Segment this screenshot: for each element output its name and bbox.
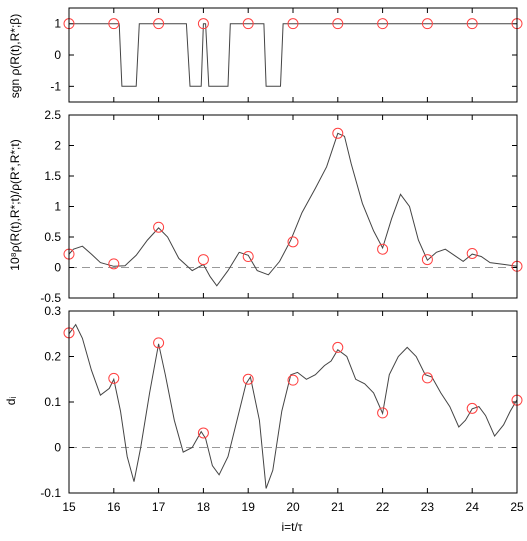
data-point <box>287 236 299 248</box>
series-line <box>68 323 518 489</box>
data-point <box>421 254 433 266</box>
data-point <box>197 427 209 439</box>
ylabel-sign: sgn ρ(R(t),R*;β) <box>8 14 22 98</box>
data-point <box>421 372 433 384</box>
data-point <box>242 373 254 385</box>
plot-frame <box>68 310 518 494</box>
data-point <box>466 402 478 414</box>
y-tick-label: 2 <box>54 139 61 153</box>
y-tick-label: -0.1 <box>40 486 61 500</box>
x-tick-label: 16 <box>107 500 121 514</box>
x-tick-label: 15 <box>62 500 76 514</box>
panel-overlap: 10⁸ρ(R(t),R*;t)/ρ(R*,R*;t) -0.5 0 0.5 1 1.5 2… <box>8 108 523 305</box>
panel-sign: sgn ρ(R(t),R*;β) -1 0 1 <box>8 7 523 103</box>
data-point <box>153 337 165 349</box>
plot-frame <box>68 7 518 103</box>
ylabel-overlap: 10⁸ρ(R(t),R*;t)/ρ(R*,R*;t) <box>8 139 22 270</box>
data-point <box>421 18 433 30</box>
data-point <box>108 18 120 30</box>
plot-frame <box>68 114 518 299</box>
y-tick-label: 1 <box>54 200 61 214</box>
y-tick-label: 0.3 <box>44 304 61 318</box>
data-point <box>108 372 120 384</box>
y-tick-label: 2.5 <box>44 108 61 122</box>
y-tick-label: -0.5 <box>40 291 61 305</box>
data-point <box>466 18 478 30</box>
data-point <box>332 18 344 30</box>
data-point <box>377 18 389 30</box>
x-tick-label: 22 <box>376 500 390 514</box>
data-point <box>287 374 299 386</box>
y-tick-label: 0 <box>54 261 61 275</box>
x-tick-label: 19 <box>242 500 256 514</box>
series-line <box>68 132 518 287</box>
y-tick-label: 0.1 <box>44 395 61 409</box>
data-point <box>377 407 389 419</box>
panel-distance: dᵢ i=t/τ 15 16 17 18 19 20 21 22 23 24 25 -0.1 0 0.1 0… <box>4 304 524 534</box>
data-point <box>197 18 209 30</box>
data-point <box>108 258 120 270</box>
y-tick-label: 0.5 <box>44 230 61 244</box>
x-tick-label: 18 <box>197 500 211 514</box>
x-tick-label: 20 <box>286 500 300 514</box>
y-tick-label: 0 <box>54 48 61 62</box>
data-point <box>332 341 344 353</box>
ylabel-distance: dᵢ <box>4 397 18 406</box>
data-point <box>197 254 209 266</box>
x-tick-label: 23 <box>421 500 435 514</box>
data-point <box>242 251 254 263</box>
xlabel: i=t/τ <box>281 520 302 534</box>
x-tick-label: 21 <box>331 500 345 514</box>
data-point <box>332 127 344 139</box>
data-point <box>153 18 165 30</box>
data-point <box>287 18 299 30</box>
y-tick-label: 1.5 <box>44 169 61 183</box>
data-point <box>153 221 165 233</box>
x-tick-label: 17 <box>152 500 166 514</box>
y-tick-label: 0.2 <box>44 350 61 364</box>
series-line <box>69 23 517 87</box>
data-point <box>242 18 254 30</box>
y-tick-label: 0 <box>54 441 61 455</box>
y-tick-label: -1 <box>50 79 61 93</box>
data-point <box>466 247 478 259</box>
x-tick-label: 24 <box>466 500 480 514</box>
y-tick-label: 1 <box>54 17 61 31</box>
x-tick-label: 25 <box>510 500 524 514</box>
data-point <box>377 243 389 255</box>
